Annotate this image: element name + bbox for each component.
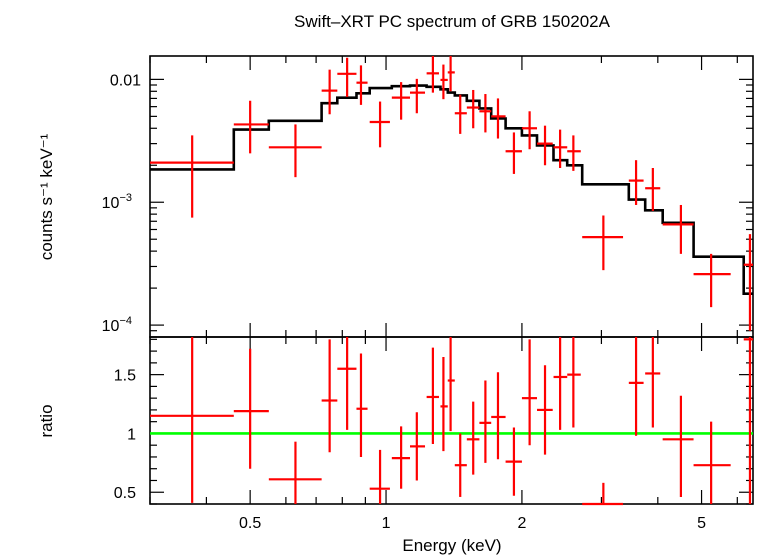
- ratio-data-point: [645, 337, 661, 428]
- ratio-data-point: [391, 426, 410, 489]
- spectrum-data-point: [321, 69, 338, 115]
- spectrum-data-point: [337, 57, 357, 97]
- spectrum-data-point: [567, 135, 581, 171]
- spectrum-data-point: [150, 135, 234, 218]
- x-tick-label: 2: [517, 515, 526, 532]
- ratio-data-point: [521, 339, 538, 446]
- ratio-data-point: [567, 337, 581, 428]
- x-tick-label: 1: [382, 515, 391, 532]
- x-tick-label: 5: [697, 515, 706, 532]
- spectrum-data-point: [466, 89, 480, 129]
- ratio-y-axis-label: ratio: [37, 404, 56, 437]
- ratio-data-point: [662, 395, 694, 497]
- spectrum-data-point: [491, 98, 506, 139]
- spectrum-data-point: [693, 253, 731, 308]
- ratio-data-point: [628, 337, 644, 436]
- ratio-data-point: [553, 337, 568, 430]
- ratio-data-point: [447, 337, 455, 432]
- spectrum-data-point: [454, 94, 467, 134]
- ratio-data-point: [337, 337, 357, 430]
- ratio-data-point: [582, 482, 624, 506]
- spectrum-data-point: [369, 101, 390, 148]
- ratio-data-point: [426, 347, 439, 445]
- spectrum-panel: 0.01 10−3 10−4: [102, 55, 754, 504]
- ratio-y-tick-label: 1.5: [114, 368, 136, 385]
- ratio-data-point: [505, 427, 522, 496]
- spectrum-data-point: [743, 234, 753, 331]
- y-tick-label: 0.01: [110, 72, 141, 89]
- spectrum-data-point: [582, 215, 624, 271]
- spectrum-y-axis-label: counts s⁻¹ keV⁻¹: [37, 133, 56, 260]
- spectrum-data-point: [447, 56, 455, 92]
- spectrum-data-point: [537, 125, 553, 166]
- spectrum-data-point: [391, 82, 410, 120]
- spectrum-data-point: [662, 204, 694, 254]
- ratio-data-point: [491, 372, 506, 460]
- ratio-data-point: [466, 401, 480, 475]
- spectrum-data-point: [268, 124, 322, 178]
- ratio-data-point: [693, 421, 731, 504]
- ratio-data-point: [440, 356, 448, 452]
- spectrum-data-point: [426, 56, 439, 93]
- ratio-y-tick-label: 0.5: [114, 485, 136, 502]
- ratio-data-point: [537, 365, 553, 455]
- axis-labels: counts s⁻¹ keV⁻¹ ratio Energy (keV): [37, 133, 502, 555]
- spectrum-data-point: [505, 132, 522, 174]
- ratio-data-point: [743, 337, 753, 504]
- x-tick-label: 0.5: [239, 515, 261, 532]
- ratio-data-point: [369, 449, 390, 504]
- ratio-data-point: [150, 337, 234, 503]
- spectrum-data-point: [479, 94, 492, 133]
- ratio-data-point: [321, 339, 338, 453]
- ratio-panel: 0.5 1 2 5 0.5 1 1.5: [114, 56, 754, 532]
- chart-title: Swift–XRT PC spectrum of GRB 150202A: [294, 12, 611, 31]
- spectrum-data-point: [645, 167, 661, 211]
- y-tick-label: 10−4: [102, 315, 132, 335]
- spectrum-data-point: [356, 65, 368, 105]
- spectrum-data-point: [440, 64, 448, 100]
- spectrum-data-point: [521, 111, 538, 150]
- x-axis-label: Energy (keV): [402, 536, 501, 555]
- spectrum-data-point: [233, 100, 269, 154]
- y-tick-label: 10−3: [102, 192, 132, 212]
- ratio-data-point: [356, 353, 368, 457]
- spectrum-data-point: [553, 129, 568, 168]
- ratio-y-tick-label: 1: [127, 426, 136, 443]
- spectrum-data-point: [628, 160, 644, 205]
- spectrum-data-point: [409, 78, 426, 114]
- ratio-data-point: [233, 348, 269, 469]
- ratio-data-point: [268, 441, 322, 504]
- ratio-data-point: [479, 380, 492, 463]
- ratio-data-point: [454, 433, 467, 497]
- ratio-data-point: [409, 412, 426, 481]
